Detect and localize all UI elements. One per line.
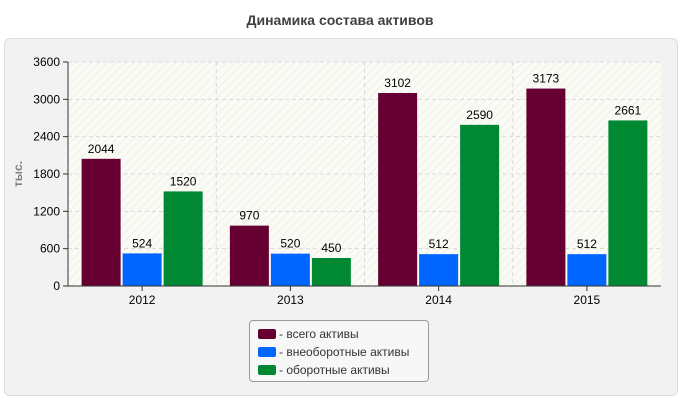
bar [311, 258, 351, 286]
y-tick-label: 1200 [33, 204, 60, 218]
bar [81, 158, 121, 286]
bar [460, 124, 500, 286]
x-tick-label: 2013 [277, 293, 304, 307]
bars [81, 88, 648, 287]
legend-item-total-assets: - всего активы [258, 325, 428, 343]
y-tick-label: 0 [53, 279, 60, 293]
legend-label: - внеоборотные активы [279, 345, 410, 359]
data-label: 512 [577, 237, 597, 251]
x-tick-label: 2015 [574, 293, 601, 307]
data-labels: 2044 524 1520 970 520 450 3102 512 2590 3173 512 26… [88, 72, 642, 255]
bar [419, 254, 459, 286]
bar [567, 254, 607, 286]
y-tick-label: 2400 [33, 130, 60, 144]
legend: - всего активы - внеоборотные активы - о… [249, 320, 429, 382]
bar [270, 253, 310, 286]
x-tick-label: 2012 [129, 293, 156, 307]
y-tick-label: 3000 [33, 92, 60, 106]
x-tick-label: 2014 [425, 293, 452, 307]
bar [526, 88, 566, 287]
legend-item-noncurrent-assets: - внеоборотные активы [258, 343, 428, 361]
bar [229, 225, 269, 286]
data-label: 1520 [170, 174, 197, 188]
chart-title: Динамика состава активов [246, 12, 434, 28]
y-axis-label: тыс. [11, 161, 25, 187]
data-label: 3173 [533, 72, 560, 86]
data-label: 3102 [384, 76, 411, 90]
data-label: 2044 [88, 142, 115, 156]
data-label: 2590 [466, 108, 493, 122]
y-tick-labels: 0 600 1200 1800 2400 3000 3600 [33, 55, 68, 293]
legend-swatch [258, 347, 276, 357]
y-tick-label: 3600 [33, 55, 60, 69]
legend-label: - всего активы [279, 327, 359, 341]
bar [378, 92, 418, 286]
y-tick-label: 1800 [33, 167, 60, 181]
data-label: 512 [429, 237, 449, 251]
legend-swatch [258, 365, 276, 375]
legend-item-current-assets: - оборотные активы [258, 361, 428, 379]
bar [163, 191, 203, 286]
data-label: 524 [132, 236, 152, 250]
data-label: 520 [280, 237, 300, 251]
data-label: 450 [321, 241, 341, 255]
data-label: 2661 [615, 103, 642, 117]
y-tick-label: 600 [40, 242, 60, 256]
bar [122, 253, 162, 286]
legend-swatch [258, 329, 276, 339]
data-label: 970 [239, 209, 259, 223]
legend-label: - оборотные активы [279, 363, 390, 377]
x-tick-labels: 2012 2013 2014 2015 [129, 286, 601, 307]
bar [608, 120, 648, 286]
